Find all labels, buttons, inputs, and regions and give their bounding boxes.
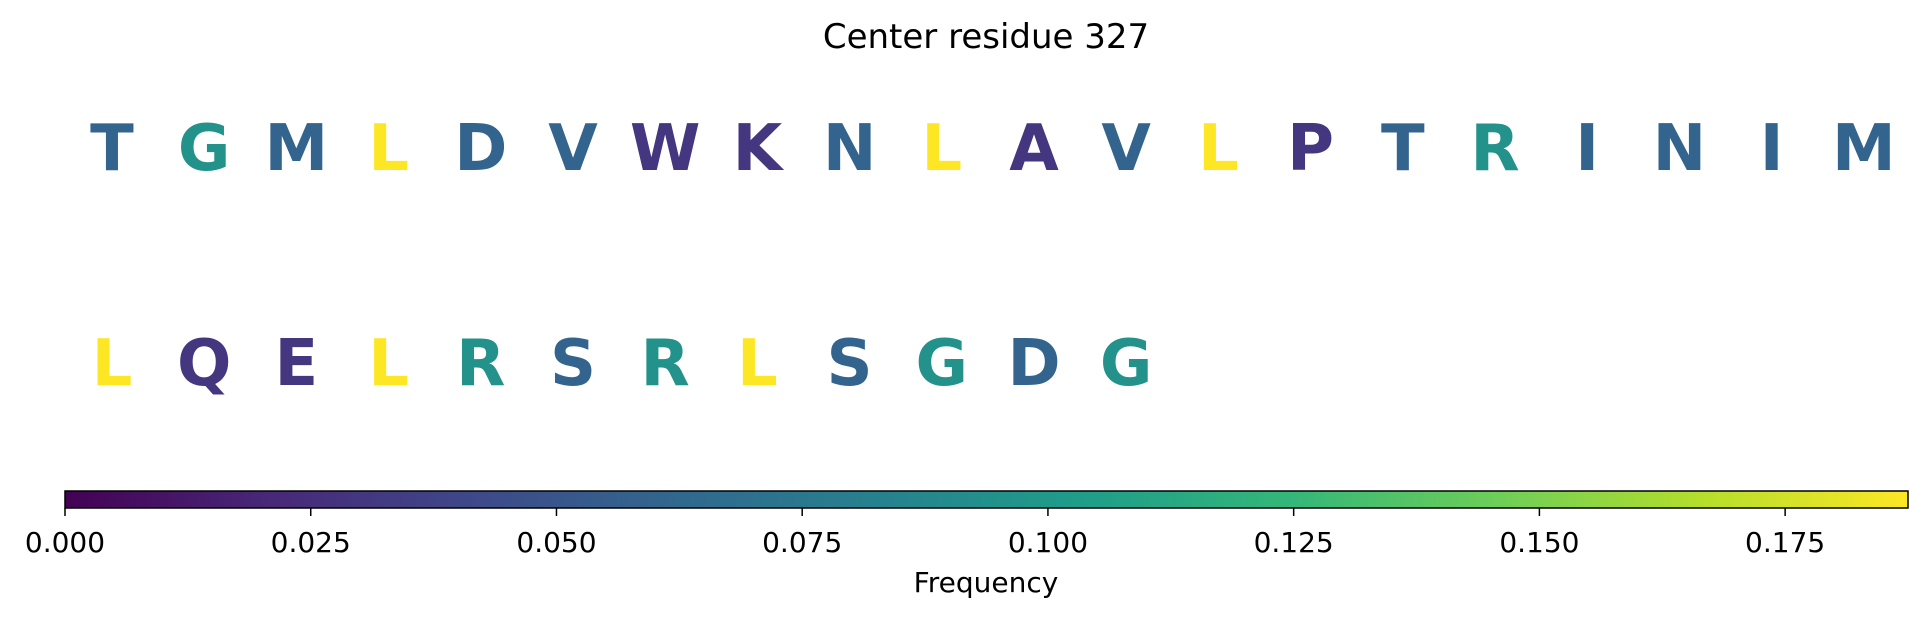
- residue-letter: S: [550, 327, 596, 401]
- residue-letter: M: [265, 112, 329, 186]
- chart-title: Center residue 327: [823, 17, 1149, 57]
- residue-letters: T G M L D V W K N L A V L P T R I N I ML Q E L R S R L S G D G: [90, 112, 1895, 401]
- colorbar-tick-label: 0.175: [1745, 526, 1825, 559]
- residue-letter: D: [1007, 327, 1060, 401]
- residue-letter: M: [1832, 112, 1896, 186]
- residue-letter: N: [823, 112, 877, 186]
- residue-letter: L: [1198, 112, 1239, 186]
- residue-letter: E: [275, 327, 319, 401]
- residue-letter: L: [92, 327, 133, 401]
- residue-letter: T: [90, 112, 134, 186]
- residue-letter: G: [178, 112, 231, 186]
- residue-letter: G: [916, 327, 969, 401]
- residue-letter: A: [1009, 112, 1059, 186]
- colorbar-ticks: 0.000 0.025 0.050 0.075 0.100 0.125 0.150 0.175: [25, 508, 1825, 559]
- colorbar-tick-label: 0.100: [1008, 526, 1088, 559]
- colorbar-tick-label: 0.075: [762, 526, 842, 559]
- residue-letter: L: [921, 112, 962, 186]
- residue-letter: S: [827, 327, 873, 401]
- residue-letter: V: [1101, 112, 1151, 186]
- colorbar: 0.000 0.025 0.050 0.075 0.100 0.125 0.150 0.175…: [25, 490, 1909, 599]
- residue-letter: T: [1381, 112, 1425, 186]
- residue-letter: R: [1470, 112, 1519, 186]
- residue-letter: L: [368, 327, 409, 401]
- residue-letter: K: [733, 112, 785, 186]
- residue-letter: P: [1287, 112, 1334, 186]
- colorbar-label: Frequency: [914, 566, 1059, 599]
- residue-letter: L: [368, 112, 409, 186]
- residue-letter: Q: [177, 327, 231, 401]
- colorbar-tick-label: 0.150: [1499, 526, 1579, 559]
- residue-letter: G: [1100, 327, 1153, 401]
- colorbar-tick-label: 0.125: [1254, 526, 1334, 559]
- colorbar-tick-label: 0.050: [516, 526, 596, 559]
- colorbar-tick-label: 0.000: [25, 526, 105, 559]
- colorbar-gradient: [64, 490, 1909, 509]
- residue-letter: R: [456, 327, 505, 401]
- residue-letter: D: [454, 112, 507, 186]
- residue-letter: W: [630, 112, 701, 186]
- residue-letter: L: [737, 327, 778, 401]
- residue-letter: R: [641, 327, 690, 401]
- residue-letter: V: [548, 112, 598, 186]
- colorbar-tick-label: 0.025: [271, 526, 351, 559]
- residue-letter: I: [1575, 112, 1599, 186]
- residue-letter: I: [1760, 112, 1784, 186]
- residue-letter: N: [1653, 112, 1707, 186]
